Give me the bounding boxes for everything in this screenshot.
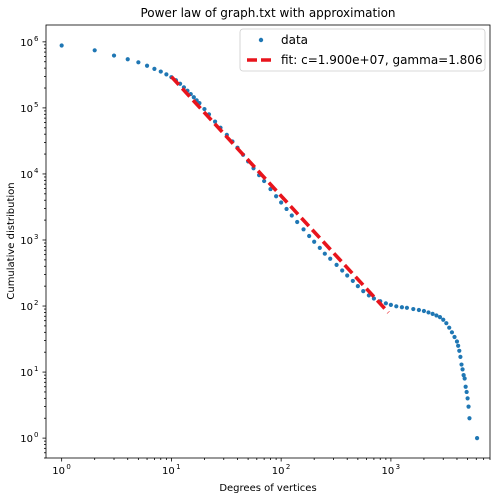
data-point (307, 233, 312, 239)
data-point (437, 314, 443, 320)
data-point (447, 325, 452, 330)
data-point (289, 213, 294, 218)
data-point (404, 305, 410, 310)
data-point (350, 278, 355, 284)
data-point (458, 354, 463, 359)
y-tick-label: 10 (20, 236, 33, 247)
data-point (136, 60, 141, 65)
data-point (456, 343, 461, 348)
data-point (164, 72, 169, 77)
data-point (111, 53, 117, 58)
data-point (328, 256, 333, 261)
data-point (460, 367, 465, 372)
data-point (454, 339, 460, 344)
y-tick-exponent: 0 (34, 431, 38, 439)
data-point (279, 200, 284, 205)
data-point (388, 302, 393, 308)
data-point (457, 348, 462, 353)
data-point (340, 268, 345, 273)
x-tick-label: 10 (382, 466, 395, 477)
data-point (461, 372, 466, 378)
y-axis-label: Cumulative distribution (6, 182, 17, 299)
axes-frame (45, 24, 491, 459)
x-axis-label: Degrees of vertices (219, 483, 316, 494)
legend-data-label: data (281, 33, 308, 47)
x-tick-label: 10 (162, 466, 175, 477)
y-tick-exponent: 1 (34, 365, 38, 373)
data-point (202, 106, 207, 112)
x-tick-exponent: 1 (176, 463, 180, 471)
x-tick-exponent: 3 (396, 463, 400, 471)
data-point (474, 436, 480, 441)
data-point (125, 57, 130, 62)
data-point (361, 289, 366, 294)
data-point (152, 66, 157, 71)
data-point (465, 396, 470, 401)
data-point (464, 389, 469, 395)
y-tick-label: 10 (20, 170, 33, 181)
data-point (158, 69, 163, 74)
data-point (416, 307, 422, 313)
data-point (322, 251, 327, 256)
data-point (284, 206, 289, 212)
data-point (462, 376, 467, 381)
y-tick-label: 10 (20, 368, 33, 379)
data-point (59, 43, 64, 48)
legend-box (239, 28, 486, 72)
y-tick-exponent: 6 (34, 35, 39, 43)
data-point (459, 362, 464, 367)
y-tick-label: 10 (20, 38, 33, 49)
data-point (92, 48, 97, 53)
data-point (452, 334, 457, 340)
data-point (444, 321, 449, 326)
y-tick-exponent: 2 (34, 299, 38, 307)
data-point (399, 305, 405, 310)
data-point (421, 308, 427, 314)
y-tick-exponent: 3 (34, 233, 38, 241)
y-tick-exponent: 5 (34, 101, 38, 109)
data-point (430, 311, 435, 317)
data-point (191, 95, 196, 100)
legend-fit-label: fit: c=1.900e+07, gamma=1.806 (281, 53, 483, 67)
y-tick-exponent: 4 (34, 167, 39, 175)
data-point (466, 404, 471, 409)
data-point (295, 219, 300, 225)
x-axis-ticks: 10 0 10 1 10 2 10 3 (52, 458, 491, 477)
data-point (262, 178, 267, 184)
x-tick-label: 10 (52, 466, 65, 477)
data-point (441, 317, 446, 322)
y-tick-label: 10 (20, 434, 33, 445)
data-point (383, 301, 388, 306)
data-point (312, 239, 317, 244)
data-point (449, 330, 455, 335)
data-point (426, 310, 431, 315)
series-layer (59, 43, 480, 441)
data-point (394, 304, 399, 309)
data-point (411, 306, 416, 312)
data-point (144, 63, 150, 68)
x-tick-exponent: 0 (66, 463, 70, 471)
data-point (317, 245, 322, 250)
data-point (334, 262, 339, 267)
fit-line (170, 75, 390, 314)
data-point (301, 227, 306, 232)
chart-title: Power law of graph.txt with approximatio… (140, 6, 395, 20)
x-tick-label: 10 (272, 466, 285, 477)
data-point (467, 416, 472, 421)
y-tick-label: 10 (20, 302, 33, 313)
data-point (355, 284, 360, 289)
legend-data-marker (258, 37, 264, 43)
data-point (463, 384, 468, 389)
x-tick-exponent: 2 (286, 463, 290, 471)
data-point (274, 194, 279, 199)
legend: data fit: c=1.900e+07, gamma=1.806 (239, 28, 486, 72)
data-point (434, 313, 439, 318)
data-point (345, 273, 350, 278)
y-tick-label: 10 (20, 104, 33, 115)
